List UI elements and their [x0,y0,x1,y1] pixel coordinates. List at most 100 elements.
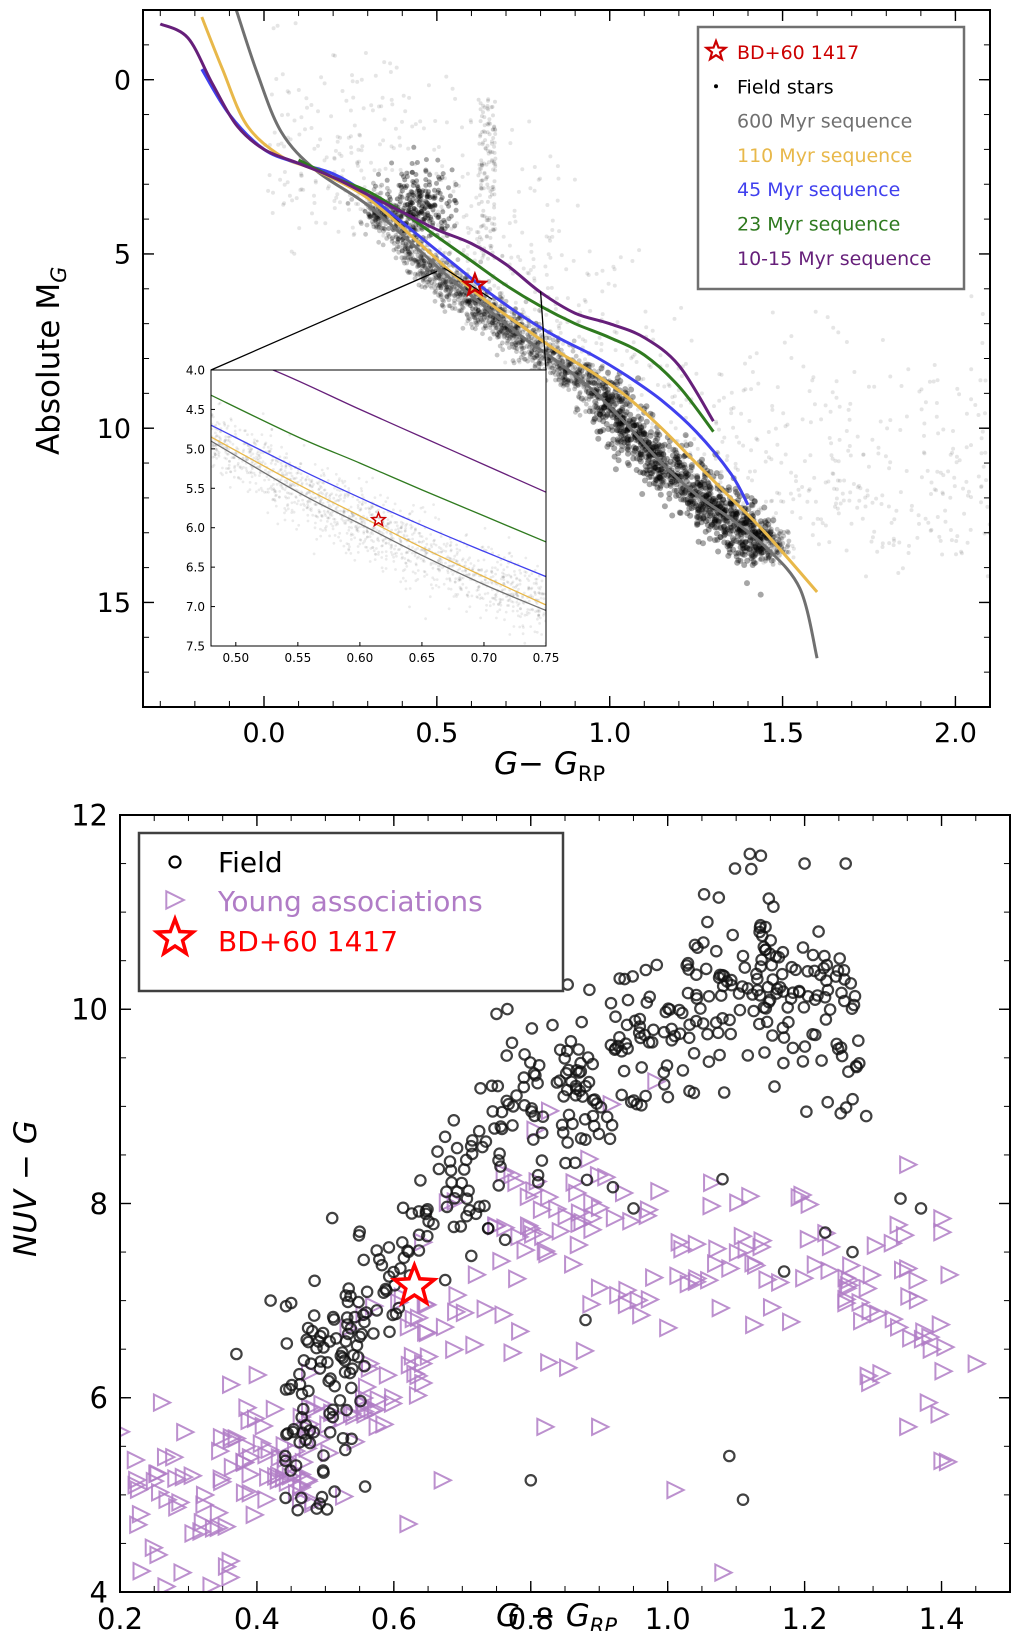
field-star-sparse [790,544,795,548]
field-star-sparse [329,114,334,119]
field-star [751,498,758,504]
field-star [631,422,638,429]
field-star [735,528,742,535]
inset-field-star [453,580,457,584]
field-star [735,497,742,504]
field-star-sparse [472,251,477,256]
inset-field-star [528,574,531,578]
field-star-sparse [665,363,670,368]
field-star-sparse [314,220,319,225]
field-star [371,213,376,219]
field-star-turnoff [409,161,415,166]
field-star [678,471,685,477]
inset-field-star [385,530,389,534]
inset-field-star [389,521,392,525]
inset-field-star [483,592,487,596]
field-star [626,402,633,409]
field-star-sparse [312,201,317,205]
field-star-giant [485,174,490,179]
field-star [721,539,728,546]
inset-field-star [269,444,273,447]
inset-field-star [307,478,311,481]
field-star [762,523,769,530]
inset-field-star [471,573,475,576]
field-star [644,460,651,466]
field-star [422,265,428,271]
field-star [511,333,516,339]
field-star [650,444,656,450]
field-star-sparse [683,439,688,444]
field-star [475,318,481,324]
field-star-sparse [951,429,955,433]
field-star-sparse [831,325,836,330]
inset-field-star [263,478,266,482]
field-star-sparse [577,334,582,339]
field-star [683,473,690,479]
inset-field-star [316,515,320,519]
field-star [627,411,634,418]
field-star [713,524,720,531]
inset-field-star [300,476,304,480]
field-star [786,549,791,555]
field-star-giant [476,173,481,178]
field-star [727,500,734,507]
field-star [487,336,493,342]
field-star [432,290,438,295]
inset-field-star [322,509,326,513]
field-star-sparse [951,446,956,451]
field-star-sparse [729,390,734,395]
field-star [413,258,418,263]
inset-field-star [295,527,298,531]
inset-field-star [349,505,353,509]
field-star [571,338,577,344]
field-star [625,440,631,447]
inset-field-star [283,511,286,515]
field-star-sparse [544,272,549,277]
field-star-sparse [637,416,642,421]
inset-field-star [538,616,542,620]
inset-field-star [272,483,275,486]
field-star-sparse [296,88,301,92]
field-star-sparse [531,264,536,269]
field-star-sparse [500,254,505,259]
field-star [698,510,705,517]
inset-field-star [510,600,513,603]
field-star-sparse [857,498,862,503]
field-star [685,491,692,497]
field-star [492,320,497,326]
inset-field-star [234,451,238,455]
field-star [717,473,724,480]
field-star [436,292,441,298]
field-star-sparse [733,461,738,466]
inset-field-star [515,600,519,604]
inset-field-star [211,415,215,419]
inset-field-star [498,608,502,612]
inset-field-star [342,544,346,548]
field-star-sparse [369,160,373,165]
field-star-sparse [673,426,678,431]
field-star [716,518,723,525]
inset-field-star [286,507,290,511]
field-star [534,353,539,359]
field-star-sparse [790,510,795,515]
field-star-sparse [863,504,868,509]
inset-field-star [261,412,265,415]
field-star [400,240,406,246]
field-star-sparse [536,177,541,182]
field-star [748,495,755,502]
field-star-sparse [820,521,825,526]
field-star-sparse [834,395,839,400]
field-star-sparse [819,517,824,522]
inset-field-star [341,481,345,485]
field-star-sparse [312,193,316,198]
field-star [721,528,728,535]
field-star [568,361,573,366]
field-star [375,220,381,225]
inset-field-star [412,531,416,535]
field-star-sparse [717,372,722,377]
field-star-sparse [587,362,592,367]
field-star [515,325,520,331]
field-star [734,529,741,536]
inset-field-star [319,491,323,494]
field-star-sparse [717,398,722,403]
